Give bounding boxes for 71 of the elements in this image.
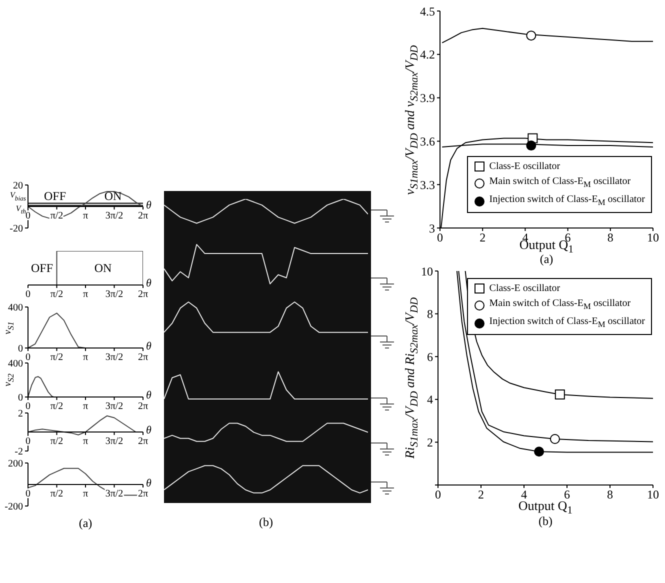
legend-label: Class-E oscillator — [489, 283, 560, 294]
x-tick-label: π — [82, 401, 88, 412]
y-tick-label: -200 — [4, 502, 23, 513]
y-tick-label: 3.9 — [420, 91, 435, 106]
y-tick-label: 2 — [18, 408, 23, 420]
x-axis-title: θ — [146, 424, 152, 436]
x-tick-label: 2π — [138, 210, 148, 222]
y-tick-label: -20 — [10, 224, 23, 235]
y-tick-label: 3 — [429, 221, 435, 236]
x-tick-label: 2π — [138, 352, 148, 364]
x-tick-label: π/2 — [50, 436, 64, 448]
x-tick-label: 0 — [26, 352, 30, 364]
x-tick-label: 10 — [647, 230, 659, 245]
x-tick-label: 8 — [607, 230, 614, 245]
x-tick-label: 3π/2 — [105, 436, 124, 448]
x-tick-label: π — [82, 289, 88, 300]
y-tick-label: 8 — [427, 307, 433, 322]
x-axis-title: θ — [146, 389, 152, 402]
legend-label: Main switch of Class-E$_{M}$ oscillator — [489, 176, 631, 189]
x-tick-label: π/2 — [50, 488, 64, 500]
legend-label: Class-E oscillator — [489, 161, 560, 172]
x-tick-label: 3π/2 — [105, 289, 124, 300]
legend-label: Injection switch of Class-E$_{M}$ oscillator — [489, 194, 645, 207]
x-tick-label: 0 — [26, 289, 30, 300]
x-tick-label: 2π — [138, 488, 148, 500]
y-tick-label: 3.3 — [420, 178, 435, 192]
x-axis-title: θ — [146, 277, 152, 290]
x-tick-label: π/2 — [50, 352, 64, 364]
y-tick-label: 0 — [18, 392, 23, 404]
y-tick-label: -2 — [14, 446, 23, 458]
y-tick-label: 4.2 — [420, 48, 435, 62]
ref-line-label: V$_{th}$ — [16, 204, 26, 216]
y-tick-label: 400 — [8, 358, 23, 370]
x-axis-title: θ — [146, 340, 152, 352]
y-tick-label: 0 — [18, 344, 23, 355]
x-tick-label: π/2 — [50, 401, 64, 412]
ref-line-label: V$_{bias}$ — [10, 191, 26, 203]
x-tick-label: 8 — [607, 488, 613, 502]
x-tick-label: 2 — [480, 230, 486, 245]
x-tick-label: 10 — [647, 488, 659, 502]
x-tick-label: 2π — [138, 289, 148, 300]
x-tick-label: π — [82, 352, 88, 364]
annotation: ON — [94, 261, 112, 275]
annotation: OFF — [44, 189, 66, 203]
y-tick-label: 400 — [8, 302, 23, 314]
text: (a) — [540, 252, 554, 266]
y-tick-label: 3.6 — [420, 134, 435, 148]
y-tick-label: 20 — [13, 180, 23, 192]
legend-label: Injection switch of Class-E$_{M}$ oscillator — [489, 316, 645, 329]
x-tick-label: π — [82, 488, 88, 500]
text: (a) — [78, 516, 92, 530]
text: (b) — [259, 515, 273, 529]
text: (b) — [538, 514, 552, 528]
annotation: OFF — [30, 261, 54, 275]
x-tick-label: π/2 — [50, 289, 64, 300]
legend-label: Main switch of Class-E$_{M}$ oscillator — [489, 298, 631, 311]
y-tick-label: 200 — [8, 458, 23, 470]
x-tick-label: 2π — [138, 401, 148, 412]
x-axis-title: θ — [146, 198, 152, 211]
x-tick-label: 0 — [26, 401, 30, 412]
x-tick-label: 3π/2 — [105, 401, 124, 412]
x-tick-label: π — [82, 210, 88, 222]
annotation: ON — [104, 189, 122, 203]
x-tick-label: 2π — [138, 436, 148, 448]
y-tick-label: 10 — [421, 264, 433, 278]
x-tick-label: 2 — [478, 488, 484, 502]
x-tick-label: 3π/2 — [105, 210, 124, 222]
y-tick-label: 4.5 — [420, 4, 435, 18]
x-tick-label: 3π/2 — [105, 352, 124, 364]
x-tick-label: π — [82, 436, 88, 448]
x-axis-title: θ — [146, 476, 152, 489]
